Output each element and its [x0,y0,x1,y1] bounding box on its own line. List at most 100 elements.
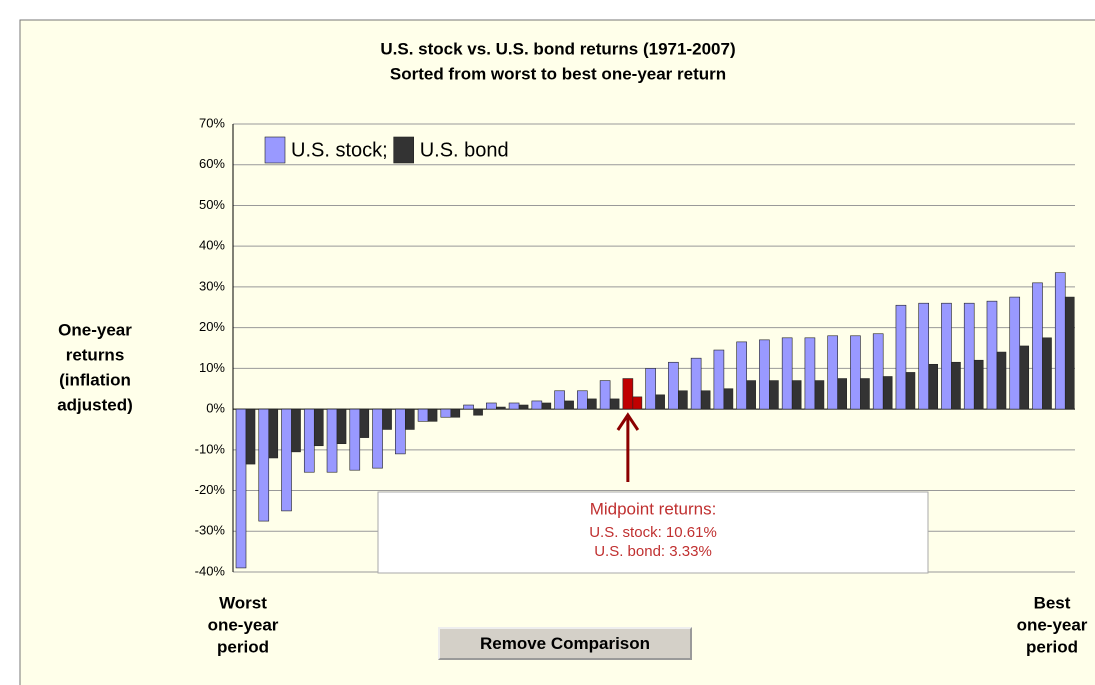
bar [759,339,770,410]
bar [303,408,315,473]
bar [905,372,916,410]
bar [463,404,474,410]
bar [518,404,529,410]
bar [577,390,588,410]
bar [837,378,847,410]
y-tick-label: 10% [199,360,225,375]
bar [918,302,930,410]
bar [791,380,802,410]
legend-label: U.S. bond [420,139,509,161]
y-axis-label: adjusted) [57,395,133,414]
bar [736,341,747,410]
bar [645,368,656,410]
y-tick-label: 40% [199,238,225,253]
worst-label: Worst [219,593,267,612]
bar [531,400,543,410]
bar [1009,296,1021,410]
bar [394,408,406,455]
y-axis-label: One-year [58,320,132,339]
bar [427,408,438,422]
bar [622,378,634,410]
bar [235,408,247,569]
y-tick-label: 50% [199,197,225,212]
bar [258,408,270,522]
bar [450,408,461,418]
bar [336,408,347,445]
bar [486,402,497,410]
bar [440,408,452,418]
best-label: one-year [1017,615,1088,634]
bar [291,408,301,453]
bar [473,408,483,416]
bar [882,376,893,410]
bar [326,408,338,473]
annotation-box [377,491,929,574]
bar [313,408,324,447]
bar [564,400,574,410]
bar [1054,272,1066,410]
bar [769,380,779,410]
bar [827,335,838,410]
bar [268,408,279,459]
bar [860,378,870,410]
bar [632,396,643,410]
bar [1042,337,1052,410]
y-tick-label: -30% [195,523,226,538]
bar [928,363,939,410]
y-tick-label: 60% [199,156,225,171]
bar [986,300,998,410]
y-tick-label: -20% [195,482,226,497]
bar [1032,282,1043,410]
bar [496,406,506,410]
bar [281,408,292,512]
bar [723,388,734,410]
arrow-head [616,412,640,431]
bar [554,390,565,410]
legend-swatch [264,136,286,164]
bar [349,408,361,471]
annotation-line: U.S. bond: 3.33% [594,543,712,560]
bar [541,402,552,410]
bar [804,337,816,410]
bar [1064,296,1075,410]
bar [963,302,975,410]
y-tick-label: 70% [199,115,225,130]
bar [700,390,711,410]
best-label: period [1026,637,1078,656]
bar [678,390,688,410]
best-label: Best [1034,593,1071,612]
bar [713,349,725,410]
bar [973,359,984,410]
bar [781,337,793,410]
bar [655,394,665,410]
bar [609,398,620,410]
chart-subtitle: Sorted from worst to best one-year retur… [390,64,726,83]
annotation-line: U.S. stock: 10.61% [589,524,717,541]
y-tick-label: -40% [195,563,226,578]
bar [895,304,907,410]
bar [382,408,392,430]
bar [951,361,961,410]
y-tick-label: 30% [199,278,225,293]
bar [850,335,861,410]
y-axis-label: returns [66,345,125,364]
bar [814,380,825,410]
bar [417,408,429,422]
bar [359,408,370,438]
bar [587,398,597,410]
bar [1019,345,1030,410]
worst-label: period [217,637,269,656]
y-tick-label: 0% [206,401,225,416]
worst-label: one-year [208,615,279,634]
legend-swatch [393,136,415,164]
y-axis-label: (inflation [59,370,131,389]
bar [941,302,952,410]
remove-comparison-button[interactable]: Remove Comparison [438,627,692,660]
bar [245,408,256,465]
bar [668,361,679,410]
bar [599,380,611,410]
bar [372,408,383,469]
bar [746,380,756,410]
annotation-title: Midpoint returns: [590,499,717,518]
bar [508,402,520,410]
